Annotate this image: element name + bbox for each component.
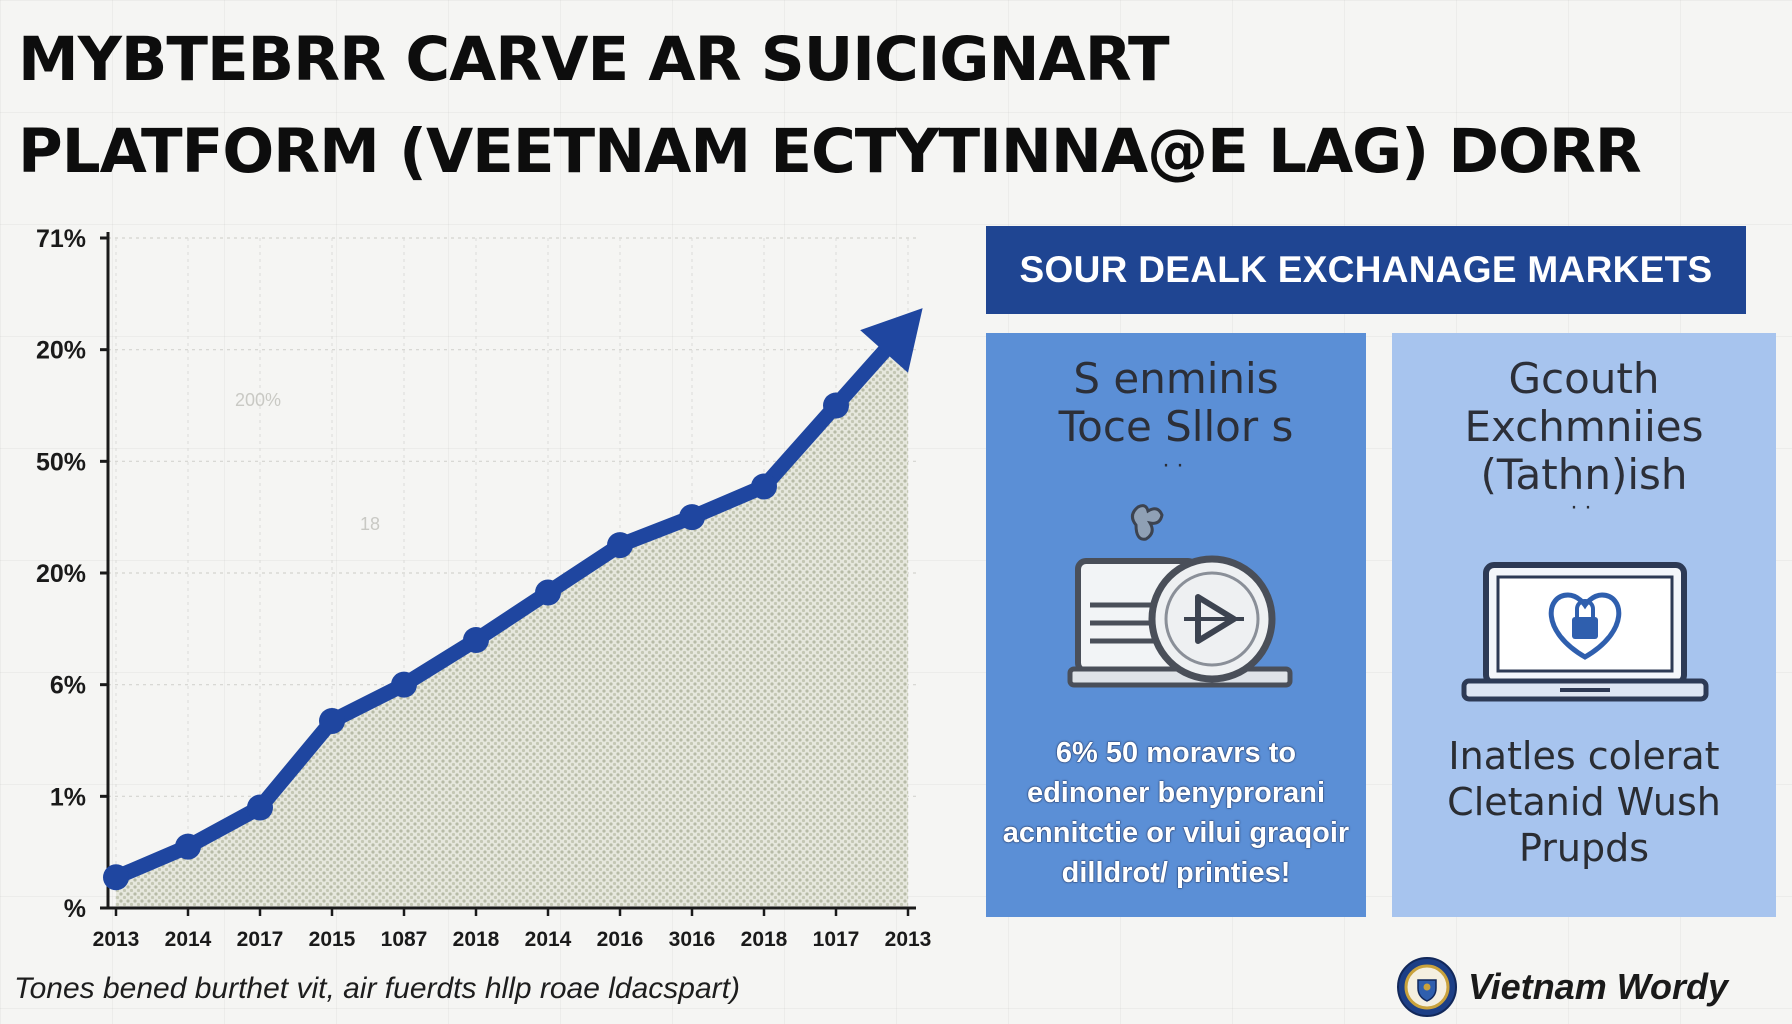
laptop-play-icon [1067,504,1293,688]
card-right-heading-line: Exchmniies [1464,402,1704,451]
data-point [391,671,417,698]
x-tick-label: 2015 [309,928,356,951]
laptop-lock-icon [1461,562,1709,702]
card-left-heading-line: S enminis [1073,354,1279,403]
x-tick-label: 2016 [597,928,644,951]
card-right-description: Inatles colerat Cletanid Wush Prupds [1392,733,1776,871]
card-right: Gcouth Exchmniies (Tathn)ish ·· Inatles … [1392,333,1776,917]
data-point [247,794,273,821]
card-left-desc-line: acnnitctie or vilui graqoir [1002,817,1350,849]
y-tick-label: 6% [50,672,86,700]
x-tick-label: 1087 [381,928,428,951]
x-tick-label: 2014 [525,928,572,951]
y-tick-label: 50% [36,448,86,476]
card-left-desc-line: 6% 50 moravrs to [1055,737,1297,769]
card-left-heading: S enminis Toce Sllor s [986,355,1366,451]
line-chart: 200% 18 %1%6%20%50%20%71% 2013 2014 2017 20… [36,225,932,951]
card-right-desc-line: Prupds [1519,826,1649,870]
card-left-heading-line: Toce Sllor s [1058,402,1294,451]
dots-decoration: ·· [1570,493,1598,520]
x-tick-label: 2018 [741,928,788,951]
x-tick-label: 2014 [165,928,212,951]
y-axis-tick-labels: % 1% 6% 20% 50% 20% 71% [36,225,108,923]
seal-icon [1397,957,1457,1017]
y-tick-label: 20% [36,560,86,588]
trend-arrow-head [860,308,923,373]
data-point [535,579,561,606]
data-point [319,707,345,734]
title-line-1: MYBTEBRR CARVE AR SUICIGNART [18,24,1170,95]
page-title: MYBTEBRR CARVE AR SUICIGNART PLATFORM (V… [18,14,1778,198]
card-left-desc-line: dilldrot/ printies! [1061,857,1291,889]
chart-faint-label: 18 [360,514,380,534]
data-point [103,864,129,891]
data-point [607,532,633,559]
y-tick-label: 1% [50,783,86,811]
card-left-desc-line: edinoner benyprorani [1026,777,1326,809]
brand-name: Vietnam Wordy [1468,966,1729,1007]
data-point [175,833,201,860]
series-points [103,392,849,891]
data-point [823,392,849,419]
card-right-desc-line: Cletanid Wush [1447,780,1721,824]
card-right-heading: Gcouth Exchmniies (Tathn)ish [1392,355,1776,499]
x-axis-tick-labels: 2013 2014 2017 2015 1087 2018 2014 2016 3016 2018… [93,908,932,951]
card-left-description: 6% 50 moravrs to edinoner benyprorani ac… [994,733,1358,893]
card-left: S enminis Toce Sllor s ·· 6% 50 moravrs … [986,333,1366,917]
card-right-desc-line: Inatles colerat [1448,734,1720,778]
x-tick-label: 1017 [813,928,860,951]
y-tick-label: 20% [36,337,86,365]
x-tick-label: 2018 [453,928,500,951]
data-point [751,473,777,500]
x-tick-label: 2013 [93,928,140,951]
chart-faint-label: 200% [235,390,281,410]
y-tick-label: 71% [36,225,86,253]
series-line [108,339,896,885]
x-tick-label: 2017 [237,928,284,951]
panel-header: SOUR DEALK EXCHANAGE MARKETS [986,226,1746,314]
brand-logo: Vietnam Wordy [1396,956,1728,1018]
data-point [679,504,705,531]
title-line-2: PLATFORM (VEETNAM ECTYTINNA@E LAG) DORR [18,116,1642,187]
footer-note: Tones bened burthet vit, air fuerdts hll… [14,972,740,1005]
x-tick-label: 2013 [885,928,932,951]
card-right-heading-line: (Tathn)ish [1480,450,1688,499]
dots-decoration: ·· [1162,451,1190,478]
y-tick-label: % [64,895,86,923]
data-point [463,627,489,653]
x-tick-label: 3016 [669,928,716,951]
card-right-heading-line: Gcouth [1508,354,1660,403]
